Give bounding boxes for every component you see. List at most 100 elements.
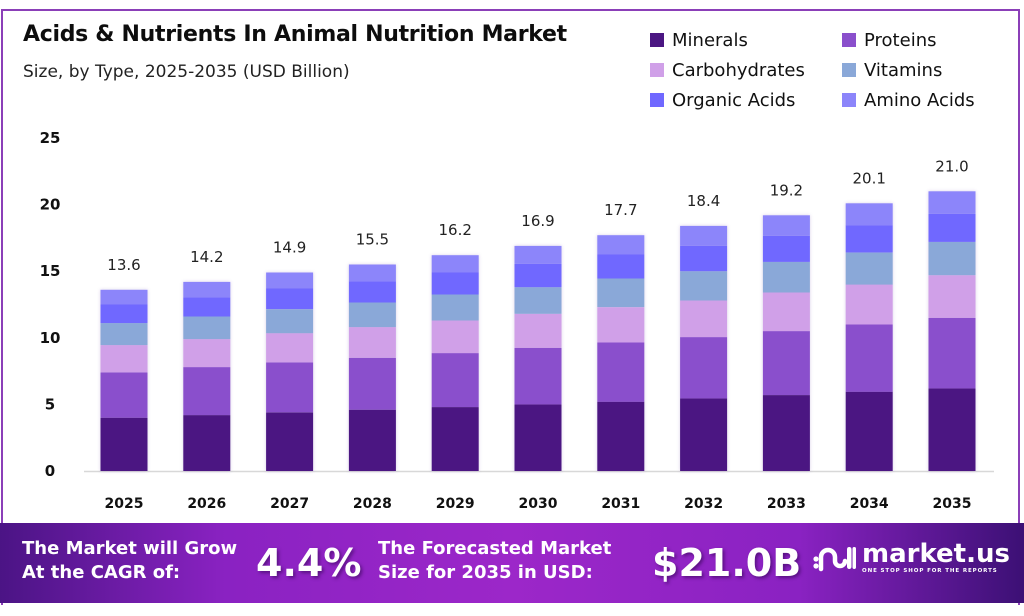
bar-segment-organic-acids-2033[interactable] bbox=[762, 235, 810, 262]
x-axis: 2025 2026 2027 2028 2029 2030 2031 2032 2033 2034… bbox=[105, 496, 972, 512]
bar-segment-minerals-2028[interactable] bbox=[348, 409, 396, 471]
bar-segment-carbohydrates-2033[interactable] bbox=[762, 292, 810, 332]
bar-stack-2035[interactable] bbox=[928, 191, 976, 471]
bar-segment-proteins-2032[interactable] bbox=[680, 337, 728, 399]
bar-segment-amino-acids-2029[interactable] bbox=[431, 255, 479, 273]
x-tick-label: 2029 bbox=[436, 496, 475, 512]
legend-item-organic-acids[interactable]: Organic Acids bbox=[650, 88, 842, 112]
bar-segment-amino-acids-2025[interactable] bbox=[100, 289, 148, 305]
bar-segment-carbohydrates-2029[interactable] bbox=[431, 320, 479, 354]
bar-segment-minerals-2026[interactable] bbox=[183, 415, 231, 471]
brand-logo[interactable]: market.us ONE STOP SHOP FOR THE REPORTS bbox=[812, 539, 1010, 575]
bar-segment-minerals-2027[interactable] bbox=[266, 412, 314, 471]
bar-segment-vitamins-2030[interactable] bbox=[514, 287, 562, 314]
bar-segment-amino-acids-2027[interactable] bbox=[266, 272, 314, 289]
bar-segment-vitamins-2025[interactable] bbox=[100, 323, 148, 346]
bar-segment-vitamins-2032[interactable] bbox=[680, 271, 728, 301]
legend-label: Carbohydrates bbox=[672, 59, 805, 81]
brand-tagline: ONE STOP SHOP FOR THE REPORTS bbox=[862, 567, 998, 574]
bar-segment-proteins-2029[interactable] bbox=[431, 353, 479, 407]
legend-item-vitamins[interactable]: Vitamins bbox=[842, 58, 1010, 82]
bar-segment-organic-acids-2026[interactable] bbox=[183, 297, 231, 317]
legend-label: Vitamins bbox=[864, 59, 943, 81]
bar-segment-carbohydrates-2028[interactable] bbox=[348, 327, 396, 358]
bar-segment-amino-acids-2035[interactable] bbox=[928, 191, 976, 214]
bar-segment-minerals-2030[interactable] bbox=[514, 404, 562, 471]
x-tick-label: 2032 bbox=[684, 496, 723, 512]
legend-item-minerals[interactable]: Minerals bbox=[650, 28, 842, 52]
bar-segment-carbohydrates-2032[interactable] bbox=[680, 300, 728, 338]
bar-segment-organic-acids-2034[interactable] bbox=[845, 225, 893, 253]
bar-segment-carbohydrates-2031[interactable] bbox=[597, 307, 645, 343]
x-tick-label: 2026 bbox=[187, 496, 226, 512]
bar-segment-organic-acids-2027[interactable] bbox=[266, 288, 314, 310]
chart-subtitle: Size, by Type, 2025-2035 (USD Billion) bbox=[23, 62, 350, 82]
bar-segment-carbohydrates-2026[interactable] bbox=[183, 339, 231, 368]
total-value-label: 14.2 bbox=[190, 248, 223, 266]
bar-segment-amino-acids-2026[interactable] bbox=[183, 281, 231, 298]
legend-item-carbohydrates[interactable]: Carbohydrates bbox=[650, 58, 842, 82]
bar-segment-vitamins-2033[interactable] bbox=[762, 261, 810, 293]
bar-segment-organic-acids-2035[interactable] bbox=[928, 213, 976, 242]
bar-segment-proteins-2028[interactable] bbox=[348, 357, 396, 410]
bar-stack-2030[interactable] bbox=[514, 245, 562, 471]
bar-segment-minerals-2025[interactable] bbox=[100, 417, 148, 471]
bar-stack-2028[interactable] bbox=[348, 264, 396, 472]
bar-segment-carbohydrates-2027[interactable] bbox=[266, 333, 314, 363]
legend: Minerals Proteins Carbohydrates Vitamins… bbox=[650, 28, 1010, 112]
bar-segment-vitamins-2027[interactable] bbox=[266, 309, 314, 334]
bar-segment-carbohydrates-2030[interactable] bbox=[514, 313, 562, 348]
bar-segment-vitamins-2029[interactable] bbox=[431, 294, 479, 321]
bar-stack-2032[interactable] bbox=[680, 225, 728, 471]
bar-segment-vitamins-2035[interactable] bbox=[928, 241, 976, 276]
y-tick-label: 5 bbox=[45, 395, 55, 413]
bar-segment-proteins-2031[interactable] bbox=[597, 342, 645, 402]
bar-segment-organic-acids-2030[interactable] bbox=[514, 263, 562, 288]
bar-segment-proteins-2034[interactable] bbox=[845, 324, 893, 392]
bar-segment-carbohydrates-2034[interactable] bbox=[845, 284, 893, 325]
bar-stack-2029[interactable] bbox=[431, 255, 479, 471]
legend-item-proteins[interactable]: Proteins bbox=[842, 28, 1010, 52]
bar-segment-proteins-2035[interactable] bbox=[928, 317, 976, 389]
bar-segment-minerals-2029[interactable] bbox=[431, 407, 479, 471]
bar-segment-proteins-2027[interactable] bbox=[266, 362, 314, 413]
bar-segment-amino-acids-2034[interactable] bbox=[845, 203, 893, 226]
bar-segment-amino-acids-2030[interactable] bbox=[514, 245, 562, 264]
bar-segment-amino-acids-2031[interactable] bbox=[597, 235, 645, 255]
footer-banner: The Market will Grow At the CAGR of: 4.4… bbox=[0, 523, 1024, 603]
bar-segment-vitamins-2026[interactable] bbox=[183, 316, 231, 340]
bar-segment-organic-acids-2029[interactable] bbox=[431, 272, 479, 295]
y-axis: 0 5 10 15 20 25 bbox=[40, 129, 61, 480]
bar-stack-2033[interactable] bbox=[762, 215, 810, 471]
bar-stack-2027[interactable] bbox=[266, 272, 314, 472]
legend-item-amino-acids[interactable]: Amino Acids bbox=[842, 88, 1010, 112]
legend-label: Proteins bbox=[864, 29, 937, 51]
bar-segment-proteins-2033[interactable] bbox=[762, 331, 810, 395]
bar-stack-2034[interactable] bbox=[845, 203, 893, 471]
bar-segment-minerals-2031[interactable] bbox=[597, 401, 645, 471]
bar-segment-proteins-2025[interactable] bbox=[100, 372, 148, 418]
bar-segment-organic-acids-2028[interactable] bbox=[348, 281, 396, 303]
bar-segment-carbohydrates-2035[interactable] bbox=[928, 275, 976, 318]
bar-segment-organic-acids-2032[interactable] bbox=[680, 245, 728, 272]
bar-segment-carbohydrates-2025[interactable] bbox=[100, 345, 148, 373]
bar-segment-organic-acids-2031[interactable] bbox=[597, 254, 645, 279]
bar-segment-minerals-2035[interactable] bbox=[928, 388, 976, 471]
bar-segment-minerals-2033[interactable] bbox=[762, 395, 810, 471]
bar-segment-vitamins-2031[interactable] bbox=[597, 278, 645, 308]
bar-segment-amino-acids-2032[interactable] bbox=[680, 225, 728, 246]
bar-stack-2031[interactable] bbox=[597, 235, 645, 471]
bar-segment-organic-acids-2025[interactable] bbox=[100, 304, 148, 324]
cagr-caption-line1: The Market will Grow bbox=[22, 538, 238, 559]
bar-segment-minerals-2034[interactable] bbox=[845, 391, 893, 471]
bar-segment-vitamins-2034[interactable] bbox=[845, 252, 893, 285]
bar-segment-amino-acids-2028[interactable] bbox=[348, 264, 396, 282]
bar-stack-2025[interactable] bbox=[100, 289, 148, 471]
bar-stack-2026[interactable] bbox=[183, 281, 231, 471]
chart-title: Acids & Nutrients In Animal Nutrition Ma… bbox=[23, 22, 567, 47]
bar-segment-proteins-2026[interactable] bbox=[183, 367, 231, 416]
bar-segment-vitamins-2028[interactable] bbox=[348, 302, 396, 328]
bar-segment-proteins-2030[interactable] bbox=[514, 347, 562, 405]
bar-segment-amino-acids-2033[interactable] bbox=[762, 215, 810, 236]
bar-segment-minerals-2032[interactable] bbox=[680, 398, 728, 471]
